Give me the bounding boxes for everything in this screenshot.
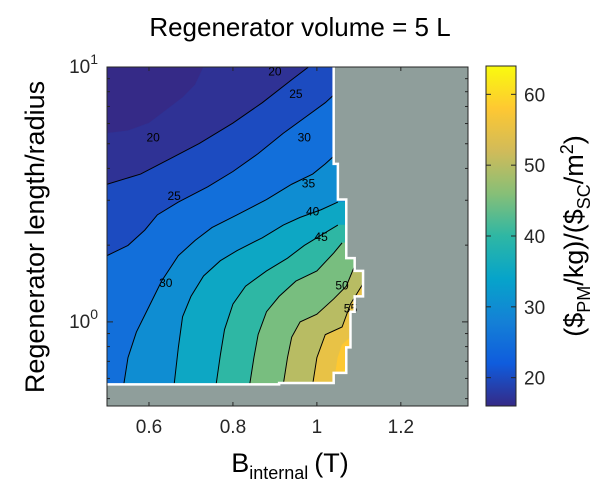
colorbar-tick-label-2: 40: [524, 227, 545, 248]
contour-label-9: 50: [335, 278, 349, 292]
x-tick-label-2: 1: [312, 417, 323, 438]
y-tick-label-1: 101: [69, 51, 98, 78]
contour-lines: [107, 67, 364, 385]
x-axis: 0.6 0.8 1 1.2: [136, 67, 414, 438]
contour-label-0: 20: [146, 131, 160, 145]
contour-line-45: [249, 242, 343, 385]
contour-line-20: [107, 67, 309, 185]
contour-label-4: 30: [298, 131, 312, 145]
plot-frame: [106, 66, 469, 407]
x-tick-label-0: 0.6: [136, 417, 162, 438]
contour-label-7: 40: [306, 204, 320, 218]
colorbar-tick-label-1: 30: [524, 298, 545, 319]
fill-band-58: [333, 336, 364, 385]
contour-line-55: [312, 283, 364, 385]
contour-lines-valid: [107, 67, 364, 385]
contour-label-6: 35: [302, 176, 316, 190]
contour-line-30: [123, 155, 335, 385]
contour-label-8: 45: [314, 230, 328, 244]
colorbar-tick-label-3: 50: [524, 156, 545, 177]
chart-title: Regenerator volume = 5 L: [149, 12, 450, 42]
contour-line-35: [173, 201, 339, 385]
x-tick-label-3: 1.2: [388, 417, 414, 438]
contour-label-5: 30: [159, 276, 173, 290]
x-tick-label-1: 0.8: [220, 417, 246, 438]
contour-label-2: 25: [289, 87, 303, 101]
colorbar-tick-label-0: 20: [524, 369, 545, 390]
contour-line-25: [107, 94, 335, 257]
valid-region-boundary: [107, 67, 365, 386]
x-axis-label: Binternal (T): [231, 448, 349, 483]
contour-line-40: [215, 224, 339, 385]
y-axis-label: Regenerator length/radius: [20, 81, 50, 393]
contour-label-1: 20: [268, 64, 282, 78]
contour-label-3: 25: [167, 189, 181, 203]
contour-line-50: [282, 265, 356, 385]
colorbar-tick-label-4: 60: [524, 85, 545, 106]
colorbar-label: ($PM/kg)/($SC/m2): [557, 135, 594, 337]
colorbar-ticks: 20 30 40 50 60: [486, 85, 545, 390]
y-axis: 100 101: [69, 51, 468, 400]
y-tick-label-0: 100: [69, 306, 98, 333]
